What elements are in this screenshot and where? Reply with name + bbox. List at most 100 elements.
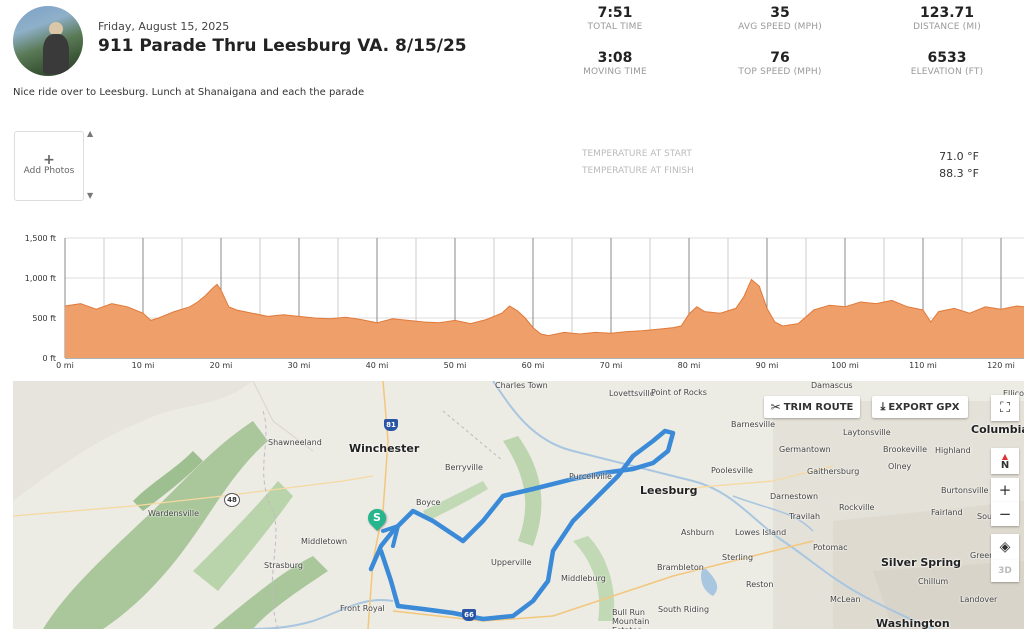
scissors-icon: ✂ xyxy=(770,400,781,414)
elevation-x-tick: 60 mi xyxy=(522,361,545,370)
map-place-label: Bull Run Mountain Estates xyxy=(612,608,650,629)
stat-total-time: 7:51 TOTAL TIME xyxy=(555,5,675,32)
stat-value: 7:51 xyxy=(597,5,633,21)
map-place-label: Damascus xyxy=(811,381,853,390)
stat-label: MOVING TIME xyxy=(583,67,647,77)
elevation-x-tick: 50 mi xyxy=(444,361,467,370)
map-canvas[interactable] xyxy=(13,381,1024,629)
stat-distance: 123.71 DISTANCE (MI) xyxy=(887,5,1007,32)
elevation-x-tick: 110 mi xyxy=(909,361,937,370)
map-place-label: Gaithersburg xyxy=(807,467,860,476)
map-place-label: Middleburg xyxy=(561,574,606,583)
fullscreen-icon[interactable]: ⛶ xyxy=(991,395,1019,421)
start-marker-label: S xyxy=(373,511,381,524)
map-place-label: Reston xyxy=(746,580,774,589)
map-place-label: Burtonsville xyxy=(941,486,989,495)
map-place-label: Boyce xyxy=(416,498,441,507)
map-place-label: South Riding xyxy=(658,605,710,614)
map-place-label: Wardensville xyxy=(148,509,200,518)
stat-value: 76 xyxy=(770,50,790,66)
map-place-label: Winchester xyxy=(349,442,420,455)
start-marker[interactable]: S xyxy=(364,505,390,531)
elevation-chart[interactable]: 1,500 ft 1,000 ft 500 ft 0 ft 0 mi 10 mi 20 m… xyxy=(0,230,1024,375)
photos-scroll-down-icon[interactable]: ▼ xyxy=(87,191,94,200)
interstate-81-shield: 81 xyxy=(384,419,398,431)
3d-toggle-button[interactable]: 3D xyxy=(991,560,1019,582)
elevation-x-tick: 80 mi xyxy=(678,361,701,370)
elevation-x-tick: 70 mi xyxy=(600,361,623,370)
export-gpx-button[interactable]: ⤓ EXPORT GPX xyxy=(872,396,968,418)
map-place-label: Ellico xyxy=(1003,389,1024,398)
elevation-x-tick: 40 mi xyxy=(366,361,389,370)
elevation-area xyxy=(65,279,1024,358)
map-place-label: Laytonsville xyxy=(843,428,891,437)
map-place-label: Fairland xyxy=(931,508,963,517)
zoom-out-button[interactable]: − xyxy=(991,502,1019,526)
compass-arrow-icon: ▲ xyxy=(1001,452,1009,461)
compass-button[interactable]: ▲ N xyxy=(991,448,1019,474)
layers-icon[interactable]: ◈ xyxy=(991,534,1019,560)
avatar-head xyxy=(49,22,63,36)
temp-finish-label: TEMPERATURE AT FINISH xyxy=(582,166,694,176)
map-place-label: Landover xyxy=(960,595,998,604)
stat-label: DISTANCE (MI) xyxy=(913,22,981,32)
elevation-x-tick: 10 mi xyxy=(132,361,155,370)
route-path[interactable] xyxy=(368,428,676,622)
map-place-label: Purcellville xyxy=(569,472,612,481)
ride-description: Nice ride over to Leesburg. Lunch at Sha… xyxy=(13,87,365,98)
map-place-label: Sou xyxy=(977,512,993,521)
map-place-label: Strasburg xyxy=(264,561,303,570)
stat-elevation: 6533 ELEVATION (FT) xyxy=(887,50,1007,77)
map-place-label: Ashburn xyxy=(681,528,715,537)
map-place-label: Germantown xyxy=(779,445,831,454)
route-48-shield: 48 xyxy=(224,493,240,507)
map-place-label: Potomac xyxy=(813,543,848,552)
map-place-label: Lowes Island xyxy=(735,528,787,537)
route-map[interactable]: Charles Town Lovettsville Point of Rocks Da… xyxy=(13,381,1024,629)
stat-value: 35 xyxy=(770,5,790,21)
ride-title[interactable]: 911 Parade Thru Leesburg VA. 8/15/25 xyxy=(98,36,467,56)
map-place-label: Highland xyxy=(935,446,971,455)
map-place-label: Berryville xyxy=(445,463,483,472)
compass-label: N xyxy=(1000,460,1010,471)
stat-value: 3:08 xyxy=(597,50,633,66)
map-place-label: Leesburg xyxy=(640,484,698,497)
elevation-y-tick: 1,000 ft xyxy=(25,274,56,283)
map-place-label: Silver Spring xyxy=(881,556,962,569)
elevation-line xyxy=(64,278,1024,337)
map-place-label: Travilah xyxy=(789,512,821,521)
trim-route-button[interactable]: ✂ TRIM ROUTE xyxy=(764,396,860,418)
map-place-label: Darnestown xyxy=(770,492,819,501)
avatar-rider xyxy=(43,34,69,74)
stat-moving-time: 3:08 MOVING TIME xyxy=(555,50,675,77)
stat-label: ELEVATION (FT) xyxy=(910,67,984,77)
stat-avg-speed: 35 AVG SPEED (MPH) xyxy=(720,5,840,32)
elevation-y-tick: 500 ft xyxy=(32,314,56,323)
ride-date: Friday, August 15, 2025 xyxy=(98,20,230,33)
zoom-in-button[interactable]: + xyxy=(991,478,1019,502)
map-place-label: Upperville xyxy=(491,558,532,567)
temp-finish-value: 88.3 °F xyxy=(939,167,979,180)
map-place-label: McLean xyxy=(830,595,861,604)
temp-start-value: 71.0 °F xyxy=(939,150,979,163)
map-place-label: Brambleton xyxy=(657,563,704,572)
stat-label: TOP SPEED (MPH) xyxy=(738,67,822,77)
map-place-label: Columbia xyxy=(971,423,1024,436)
stat-top-speed: 76 TOP SPEED (MPH) xyxy=(720,50,840,77)
map-place-label: Shawneeland xyxy=(268,438,322,447)
trim-route-label: TRIM ROUTE xyxy=(783,401,854,413)
stat-label: TOTAL TIME xyxy=(587,22,643,32)
map-place-label: Poolesville xyxy=(711,466,753,475)
add-photos-button[interactable]: + Add Photos xyxy=(14,131,84,201)
map-place-label: Brookeville xyxy=(883,445,927,454)
photos-scroll-up-icon[interactable]: ▲ xyxy=(87,129,94,138)
map-place-label: Middletown xyxy=(301,537,348,546)
map-place-label: Chillum xyxy=(918,577,949,586)
add-photos-label: Add Photos xyxy=(23,166,75,176)
rider-avatar xyxy=(13,6,83,76)
elevation-x-tick: 90 mi xyxy=(756,361,779,370)
map-place-label: Front Royal xyxy=(340,604,385,613)
map-place-label: Green xyxy=(970,551,995,560)
map-place-label: Washington xyxy=(876,617,950,629)
elevation-x-tick: 20 mi xyxy=(210,361,233,370)
